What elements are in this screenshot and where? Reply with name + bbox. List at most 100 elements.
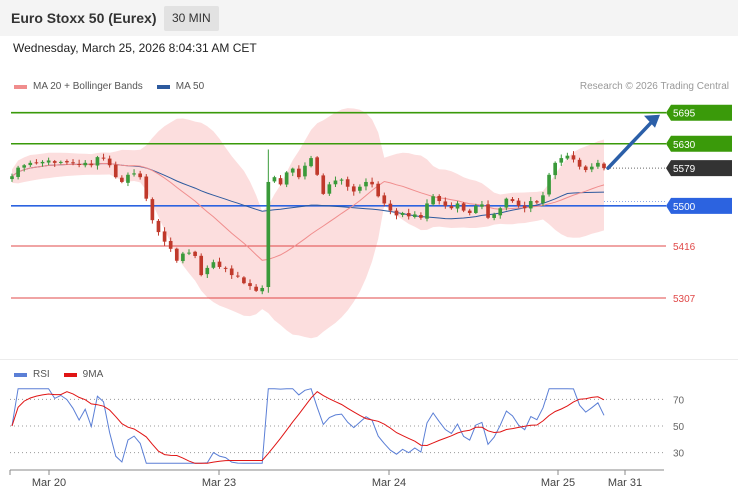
candle-body: [278, 178, 283, 185]
candle-body: [150, 199, 155, 221]
candle-body: [16, 167, 20, 177]
candle-body: [522, 205, 527, 209]
level-label-5500: 5500: [673, 202, 696, 213]
x-tick-label-Mar-24: Mar 24: [372, 477, 406, 489]
candle-body: [58, 161, 63, 163]
level-label-5307: 5307: [673, 294, 696, 305]
legend-rsi: RSI: [14, 369, 50, 380]
level-tag-5579: [666, 160, 732, 177]
candle-body: [327, 184, 332, 194]
projection-arrowhead: [644, 114, 660, 128]
candle-body: [242, 277, 246, 284]
legend-ma20-swatch: [14, 84, 27, 89]
interval-button[interactable]: 30 MIN: [164, 6, 219, 31]
candle-body: [431, 196, 435, 205]
candle-body: [528, 201, 533, 209]
candle-body: [34, 162, 39, 164]
x-tick-label-Mar-25: Mar 25: [541, 477, 575, 489]
candle-body: [443, 201, 448, 206]
candle-body: [107, 158, 112, 166]
rsi-tick-30: 30: [673, 449, 685, 460]
candle-body: [138, 173, 142, 178]
candle-body: [22, 165, 27, 168]
x-tick-label-Mar-20: Mar 20: [32, 477, 66, 489]
candle-body: [40, 161, 45, 164]
projection-arrow: [606, 119, 654, 170]
legend-9ma: 9MA: [63, 369, 103, 380]
legend-ma50-swatch: [156, 84, 170, 89]
candle-body: [120, 177, 124, 182]
candle-body: [77, 163, 81, 165]
candle-body: [400, 213, 405, 215]
legend-9ma-swatch: [63, 372, 77, 377]
candle-body: [52, 161, 57, 163]
candle-body: [596, 162, 600, 167]
candle-body: [516, 200, 521, 206]
candle-body: [510, 199, 515, 202]
candle-body: [455, 203, 460, 209]
candle-body: [480, 204, 484, 207]
candle-body: [132, 173, 136, 175]
candle-body: [388, 203, 393, 211]
candle-body: [290, 168, 295, 173]
candle-body: [486, 204, 490, 218]
rsi-legend: RSI 9MA: [14, 369, 117, 380]
candle-body: [144, 176, 149, 199]
level-label-5579: 5579: [673, 164, 696, 175]
candle-body: [10, 176, 14, 180]
candle-body: [571, 155, 576, 160]
candle-body: [364, 181, 368, 187]
candle-body: [589, 166, 594, 170]
level-label-5695: 5695: [673, 109, 696, 120]
candle-body: [474, 205, 478, 213]
candle-body: [345, 179, 350, 187]
level-tag-5630: [666, 135, 732, 152]
rsi-tick-70: 70: [673, 395, 685, 406]
candle-body: [315, 157, 319, 175]
candle-body: [101, 157, 106, 159]
candle-body: [565, 155, 570, 159]
candle-body: [260, 287, 265, 292]
candle-body: [71, 162, 75, 164]
candle-body: [376, 183, 381, 197]
candle-body: [83, 162, 88, 166]
candle-body: [461, 203, 466, 211]
candle-body: [266, 181, 271, 288]
x-tick-label-Mar-31: Mar 31: [608, 477, 642, 489]
candle-body: [211, 262, 216, 268]
candle-body: [46, 160, 51, 163]
candle-body: [333, 180, 338, 185]
candle-body: [65, 161, 69, 163]
candle-body: [406, 213, 411, 217]
candle-body: [248, 283, 252, 287]
candle-body: [559, 158, 564, 163]
candle-body: [223, 267, 228, 269]
candle-body: [382, 195, 387, 204]
candle-body: [284, 172, 289, 185]
date-time: Wednesday, March 25, 2026 8:04:31 AM CET: [13, 41, 257, 55]
candle-body: [394, 210, 399, 216]
candle-body: [199, 255, 204, 276]
candle-body: [181, 253, 185, 262]
candle-body: [577, 159, 582, 167]
candle-body: [467, 210, 472, 213]
candle-body: [425, 203, 429, 219]
candle-body: [504, 198, 509, 208]
candle-body: [162, 231, 167, 242]
candle-body: [217, 261, 222, 267]
candle-body: [168, 240, 173, 249]
candle-body: [156, 220, 161, 233]
candle-body: [205, 267, 210, 275]
candle-body: [553, 162, 558, 176]
candle-body: [297, 168, 301, 178]
candle-body: [126, 174, 130, 183]
instrument-title: Euro Stoxx 50 (Eurex): [11, 10, 157, 26]
candle-body: [541, 195, 545, 204]
candle-body: [449, 206, 454, 209]
candle-body: [95, 157, 100, 166]
legend-ma20: MA 20 + Bollinger Bands: [14, 81, 143, 92]
credit: Research © 2026 Trading Central: [579, 81, 729, 92]
candle-body: [419, 215, 423, 218]
rsi-line: [11, 388, 605, 464]
